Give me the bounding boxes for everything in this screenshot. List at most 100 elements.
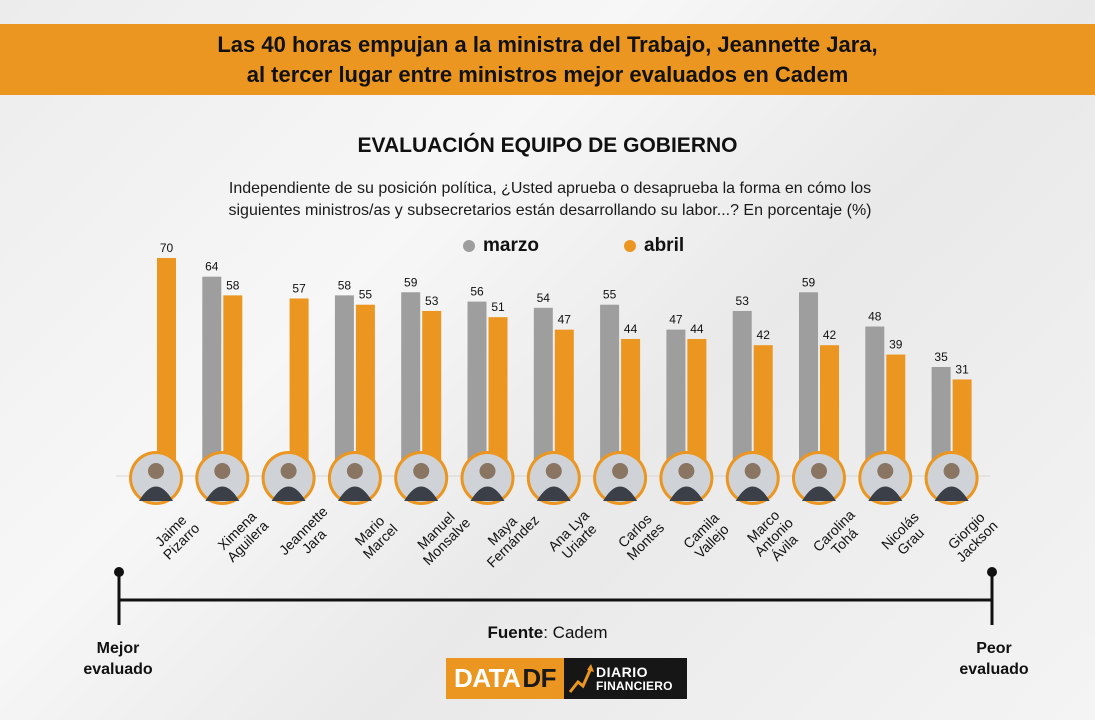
legend-abril: abril: [624, 234, 684, 258]
bar-marzo-7: [533, 307, 553, 476]
data-label-abril-12: 39: [889, 338, 903, 352]
data-label-abril-6: 51: [491, 300, 505, 314]
category-label-9: CamilaVallejo: [680, 509, 733, 562]
bar-marzo-5: [401, 292, 421, 476]
data-label-marzo-9: 47: [669, 313, 683, 327]
headline-line-2: al tercer lugar entre ministros mejor ev…: [246, 62, 849, 87]
chart-title: EVALUACIÓN EQUIPO DE GOBIERNO: [357, 134, 738, 157]
headline-banner: Las 40 horas empujan a la ministra del T…: [0, 24, 1095, 95]
datadf-logo-df-text: DF: [522, 663, 557, 693]
data-label-marzo-10: 53: [736, 294, 750, 308]
data-label-abril-4: 55: [359, 288, 373, 302]
bar-abril-8: [621, 338, 641, 476]
category-label-6: MayaFernández: [473, 501, 542, 570]
question-line-1: Independiente de su posición política, ¿…: [228, 180, 872, 197]
evaluation-axis-right-dot: [987, 567, 997, 577]
chart-question: Independiente de su posición política, ¿…: [150, 178, 950, 222]
bar-marzo-8: [600, 304, 620, 476]
category-label-4: MarioMarcel: [349, 510, 401, 562]
data-label-marzo-4: 58: [338, 278, 352, 292]
data-label-marzo-8: 55: [603, 288, 617, 302]
bar-marzo-4: [334, 295, 354, 476]
category-label-13: GiorgioJackson: [942, 507, 1000, 565]
axis-right-label-line-2: evaluado: [959, 661, 1029, 678]
diario-financiero-logo-line-2: FINANCIERO: [596, 679, 673, 693]
data-label-abril-2: 58: [226, 278, 240, 292]
data-label-abril-11: 42: [823, 328, 837, 342]
data-label-marzo-12: 48: [868, 310, 882, 324]
portrait-body-icon-1: [139, 486, 173, 501]
bar-abril-2: [223, 295, 243, 476]
portrait-body-icon-3: [271, 486, 306, 501]
data-label-abril-3: 57: [292, 281, 306, 295]
bar-abril-9: [687, 338, 707, 476]
portrait-body-icon-5: [404, 486, 439, 501]
bar-abril-6: [488, 317, 508, 476]
legend-marzo-label: marzo: [483, 235, 539, 256]
portrait-head-icon-7: [545, 463, 562, 479]
source-prefix: Fuente: [487, 623, 544, 642]
axis-right-label-line-1: Peor: [976, 640, 1012, 657]
data-label-abril-7: 47: [558, 313, 572, 327]
portrait-body-icon-4: [337, 486, 372, 501]
data-label-marzo-2: 64: [205, 260, 219, 274]
category-label-7: Ana LyaUriarte: [545, 507, 603, 565]
bar-abril-1: [157, 258, 176, 476]
portrait-head-icon-10: [744, 463, 761, 479]
portrait-head-icon-11: [811, 463, 827, 479]
portrait-head-icon-13: [943, 463, 960, 479]
data-label-marzo-11: 59: [802, 275, 816, 289]
portrait-head-icon-2: [214, 463, 231, 479]
bar-marzo-13: [931, 367, 951, 476]
data-label-abril-10: 42: [757, 328, 771, 342]
category-label-1: JaimePizarro: [149, 509, 202, 562]
source-note: Fuente: Cadem: [0, 623, 1095, 643]
legend-marzo: marzo: [463, 234, 539, 258]
bar-marzo-2: [202, 276, 222, 476]
portrait-body-icon-10: [735, 486, 770, 501]
bar-abril-12: [886, 354, 906, 476]
bar-abril-10: [753, 345, 773, 476]
bar-abril-11: [820, 345, 839, 476]
category-label-3: JeannetteJara: [276, 503, 342, 569]
source-value: : Cadem: [543, 623, 608, 642]
portrait-body-icon-8: [603, 486, 638, 501]
legend-abril-swatch: [624, 240, 636, 252]
category-label-5: ManuelMonsalve: [409, 504, 473, 568]
category-label-11: CarolinaTohá: [810, 506, 869, 565]
datadf-logo-data-text: DATA: [453, 663, 521, 693]
portrait-head-icon-6: [479, 463, 496, 479]
datadf-logo: DATA DF: [446, 658, 564, 699]
portrait-head-icon-8: [612, 463, 629, 479]
portrait-head-icon-5: [413, 463, 430, 479]
data-label-marzo-6: 56: [470, 285, 484, 299]
portrait-body-icon-9: [669, 486, 704, 501]
data-label-abril-8: 44: [624, 322, 638, 336]
bar-marzo-6: [467, 301, 487, 476]
bar-abril-3: [289, 298, 309, 476]
portrait-body-icon-6: [470, 486, 505, 501]
category-label-12: NicolásGrau: [878, 509, 932, 563]
portrait-head-icon-12: [877, 463, 894, 479]
bar-abril-7: [554, 329, 574, 476]
portrait-body-icon-7: [536, 486, 571, 501]
category-label-10: MarcoAntonioÁvila: [741, 504, 807, 570]
bar-marzo-9: [666, 329, 686, 476]
axis-left-label-line-1: Mejor: [96, 640, 140, 657]
bar-marzo-12: [865, 326, 885, 476]
data-label-marzo-13: 35: [934, 350, 948, 364]
trend-arrow-icon: [568, 664, 594, 693]
axis-left-label-line-2: evaluado: [83, 661, 153, 678]
bar-marzo-10: [732, 310, 752, 476]
diario-financiero-logo: DIARIO FINANCIERO: [564, 658, 687, 699]
diario-financiero-logo-line-1: DIARIO: [596, 664, 648, 680]
question-line-2: siguientes ministros/as y subsecretarios…: [228, 202, 872, 219]
category-label-2: XimenaAguilera: [213, 507, 271, 565]
portrait-head-icon-3: [280, 463, 297, 479]
category-label-8: CarlosMontes: [613, 509, 667, 563]
bar-marzo-11: [799, 292, 818, 476]
headline-line-1: Las 40 horas empujan a la ministra del T…: [217, 32, 878, 57]
data-label-marzo-7: 54: [537, 291, 551, 305]
legend-abril-label: abril: [644, 235, 685, 256]
